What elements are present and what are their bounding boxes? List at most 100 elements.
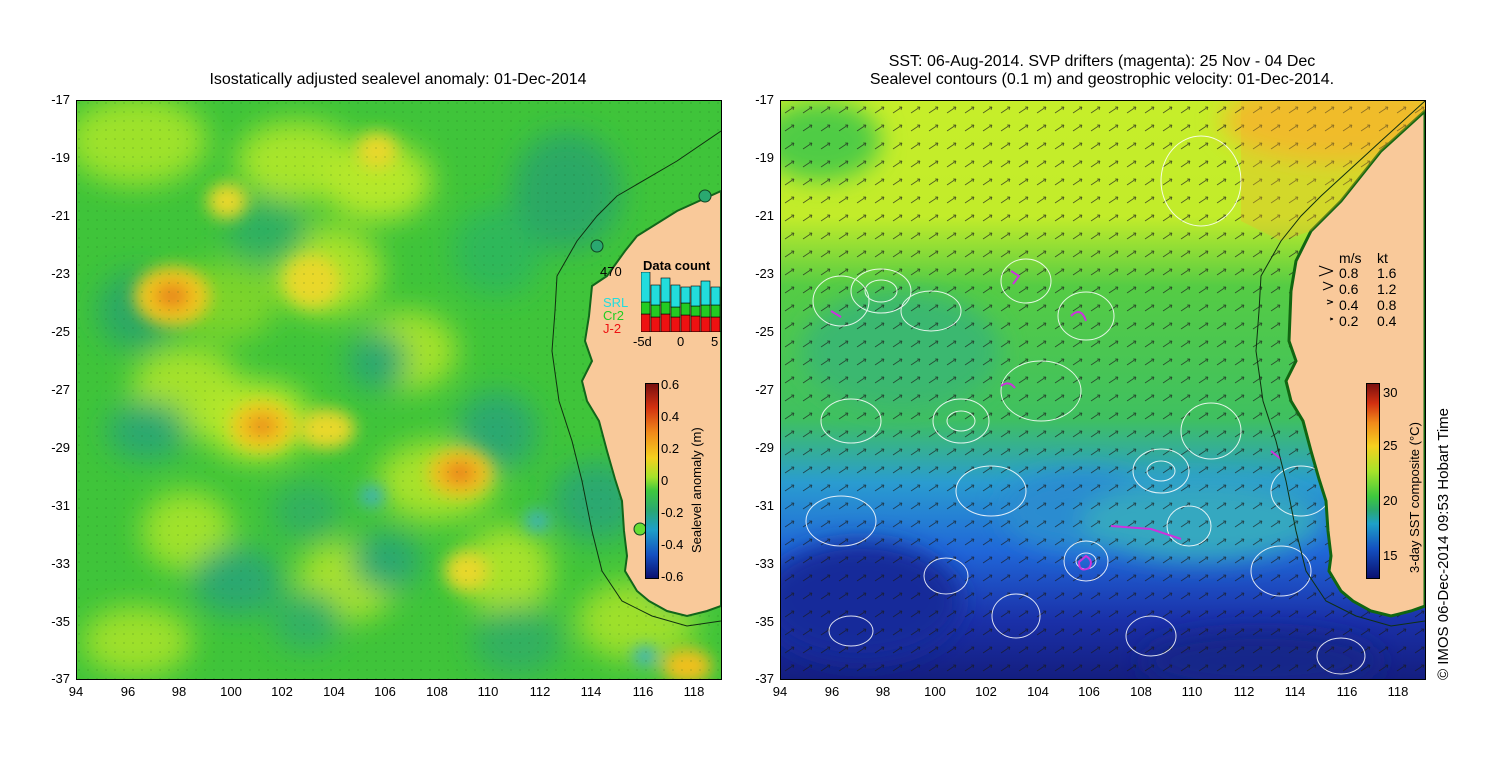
lat-tick: -25	[51, 324, 70, 339]
count-bar-segment	[670, 284, 681, 308]
velocity-header-ms: m/s	[1339, 250, 1362, 266]
sla-colorbar-ticks: 0.6 0.4 0.2 0 -0.2 -0.4 -0.6	[661, 377, 697, 584]
lon-tick: 110	[1181, 684, 1203, 699]
lon-tick: 106	[1078, 684, 1100, 699]
velocity-ms: 0.6	[1339, 281, 1359, 297]
right-panel-title-line1: SST: 06-Aug-2014. SVP drifters (magenta)…	[888, 53, 1316, 70]
sealevel-anomaly-field	[77, 101, 721, 679]
count-bar-segment	[680, 314, 691, 332]
lat-tick: -35	[755, 614, 774, 629]
data-count-xtick: -5d	[633, 334, 652, 349]
sst-map: m/s kt 0.8 1.6 0.6 1.2 0.4 0.8 0.2 0.4 3…	[780, 100, 1426, 680]
lon-tick: 94	[68, 684, 84, 699]
data-count-xtick: 5	[711, 334, 719, 349]
lat-tick: -17	[51, 92, 70, 107]
velocity-ms: 0.4	[1339, 297, 1359, 313]
lon-tick: 98	[171, 684, 187, 699]
lat-tick: -27	[51, 382, 70, 397]
lon-tick: 104	[1027, 684, 1049, 699]
colorbar-tick: 0.4	[661, 409, 680, 424]
lon-tick: 112	[1233, 684, 1255, 699]
lon-tick: 114	[1284, 684, 1306, 699]
count-bar-segment	[660, 301, 671, 315]
lat-tick: -19	[755, 150, 774, 165]
colorbar-tick: -0.4	[661, 537, 684, 552]
count-bar-segment	[660, 277, 671, 303]
left-panel-title: Isostatically adjusted sealevel anomaly:…	[209, 71, 587, 88]
count-bar-segment	[650, 284, 661, 306]
sla-colorbar	[645, 383, 659, 579]
legend-j2: J-2	[603, 321, 622, 336]
sst-field	[781, 101, 1425, 679]
data-count-xtick: 0	[677, 334, 685, 349]
lat-tick: -21	[755, 208, 774, 223]
lat-tick: -33	[51, 556, 70, 571]
velocity-kt: 1.6	[1377, 265, 1397, 281]
count-bar-segment	[710, 316, 721, 332]
count-bar-segment	[690, 305, 701, 317]
lon-tick: 108	[1130, 684, 1152, 699]
data-count-bars	[641, 272, 721, 332]
count-bar-segment	[680, 302, 691, 316]
colorbar-tick: -0.2	[661, 505, 684, 520]
count-bar-segment	[700, 280, 711, 306]
count-bar-segment	[641, 301, 651, 315]
right-lat-axis: -17 -19 -21 -23 -25 -27 -29 -31 -33 -35 …	[740, 0, 776, 780]
data-count-max: 470	[600, 264, 622, 279]
count-bar-segment	[700, 316, 711, 332]
count-bar-segment	[660, 313, 671, 332]
count-bar-segment	[670, 316, 681, 332]
lon-tick: 94	[772, 684, 788, 699]
lon-tick: 118	[1387, 684, 1409, 699]
lon-tick: 96	[120, 684, 136, 699]
lon-tick: 110	[477, 684, 499, 699]
sla-colorbar-label: Sealevel anomaly (m)	[689, 427, 704, 553]
right-lon-axis: 94 96 98 100 102 104 106 108 110 112 114…	[704, 684, 1464, 704]
lat-tick: -21	[51, 208, 70, 223]
lon-tick: 96	[824, 684, 840, 699]
lat-tick: -25	[755, 324, 774, 339]
lon-tick: 116	[632, 684, 654, 699]
lon-tick: 118	[683, 684, 705, 699]
colorbar-tick: 25	[1383, 438, 1398, 453]
count-bar-segment	[650, 304, 661, 318]
count-bar-segment	[690, 285, 701, 307]
shelf-contour	[551, 130, 721, 627]
legend-cr2: Cr2	[603, 308, 624, 323]
lon-tick: 114	[580, 684, 602, 699]
lon-tick: 100	[220, 684, 242, 699]
lat-tick: -17	[755, 92, 774, 107]
colorbar-tick: 20	[1383, 493, 1398, 508]
data-count-inset: 470 Data count SRL Cr2 J-2 -5d 0 5	[597, 256, 721, 356]
lat-tick: -33	[755, 556, 774, 571]
legend-srl: SRL	[603, 295, 629, 310]
lat-tick: -29	[51, 440, 70, 455]
count-bar-segment	[680, 286, 691, 304]
sst-colorbar	[1366, 383, 1380, 579]
lon-tick: 102	[271, 684, 293, 699]
lon-tick: 104	[323, 684, 345, 699]
lat-tick: -31	[755, 498, 774, 513]
lon-tick: 106	[374, 684, 396, 699]
left-lon-axis: 94 96 98 100 102 104 106 108 110 112 114…	[0, 684, 760, 704]
sst-colorbar-label: 3-day SST composite (°C)	[1407, 422, 1422, 573]
lat-tick: -35	[51, 614, 70, 629]
sealevel-anomaly-map: 470 Data count SRL Cr2 J-2 -5d 0 5 0.6 0…	[76, 100, 722, 680]
imos-credit: © IMOS 06-Dec-2014 09:53 Hobart Time	[1435, 407, 1452, 680]
data-count-title: Data count	[643, 258, 711, 273]
lat-tick: -23	[51, 266, 70, 281]
colorbar-tick: 30	[1383, 385, 1398, 400]
velocity-kt: 1.2	[1377, 281, 1397, 297]
velocity-kt: 0.8	[1377, 297, 1397, 313]
velocity-kt: 0.4	[1377, 313, 1397, 329]
lon-tick: 112	[529, 684, 551, 699]
colorbar-tick: -0.6	[661, 569, 684, 584]
land-australia-sst	[1284, 108, 1425, 618]
velocity-arrows	[1318, 265, 1334, 321]
lon-tick: 100	[924, 684, 946, 699]
lat-tick: -29	[755, 440, 774, 455]
left-lat-axis: -17 -19 -21 -23 -25 -27 -29 -31 -33 -35 …	[36, 0, 72, 780]
count-bar-segment	[670, 306, 681, 318]
count-bar-segment	[700, 304, 711, 318]
shelf-contour-sst	[1255, 101, 1425, 627]
